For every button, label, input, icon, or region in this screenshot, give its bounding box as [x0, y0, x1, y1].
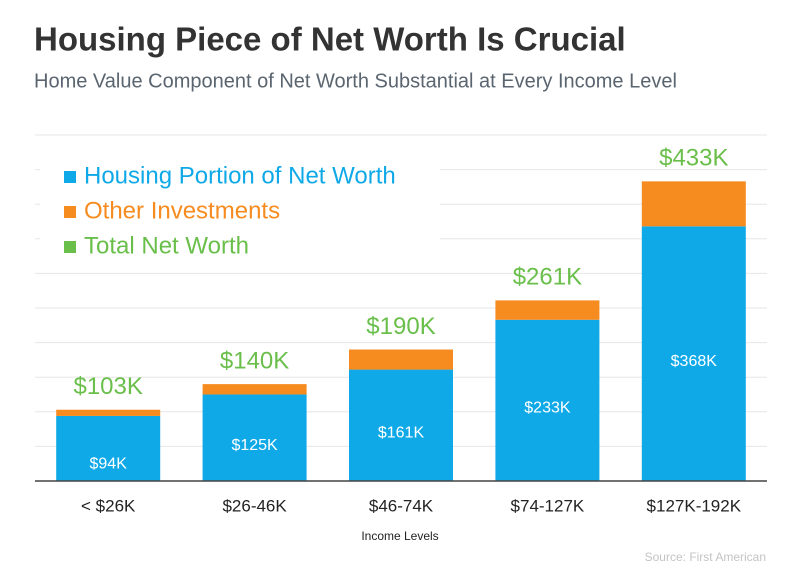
legend-swatch — [64, 206, 76, 218]
legend-label: Housing Portion of Net Worth — [84, 162, 396, 189]
bar-label: $161K — [378, 425, 425, 442]
source: Source: First American — [645, 550, 766, 564]
total-label: $140K — [220, 347, 289, 374]
x-tick-label: < $26K — [81, 496, 136, 515]
bar-label: $125K — [231, 437, 278, 454]
x-tick-label: $46-74K — [369, 496, 434, 515]
bar-segment — [202, 394, 307, 481]
chart-title: Housing Piece of Net Worth Is Crucial — [34, 21, 626, 58]
total-label: $261K — [513, 264, 582, 291]
bar-segment — [641, 226, 746, 481]
bar-segment — [56, 415, 161, 481]
bar-label: $94K — [90, 456, 128, 473]
x-tick-label: $74-127K — [511, 496, 585, 515]
bar-segment — [202, 384, 307, 395]
legend-label: Total Net Worth — [84, 232, 249, 259]
bar-label: $233K — [524, 400, 571, 417]
bar-segment — [495, 300, 600, 320]
total-label: $433K — [659, 145, 728, 172]
bar-segment — [349, 369, 453, 481]
bar-segment — [56, 409, 161, 416]
legend-box — [40, 150, 440, 265]
bar-segment — [349, 349, 453, 370]
x-axis-title: Income Levels — [361, 529, 438, 543]
total-label: $190K — [366, 313, 435, 340]
bar-label: $368K — [671, 353, 718, 370]
x-tick-label: $127K-192K — [647, 496, 742, 515]
x-tick-label: $26-46K — [222, 496, 287, 515]
legend-swatch — [64, 171, 76, 183]
bar-segment — [641, 181, 746, 227]
chart-subtitle: Home Value Component of Net Worth Substa… — [34, 70, 677, 92]
total-label: $103K — [73, 373, 142, 400]
bar-segment — [495, 319, 600, 481]
legend-swatch — [64, 241, 76, 253]
legend-label: Other Investments — [84, 197, 280, 224]
